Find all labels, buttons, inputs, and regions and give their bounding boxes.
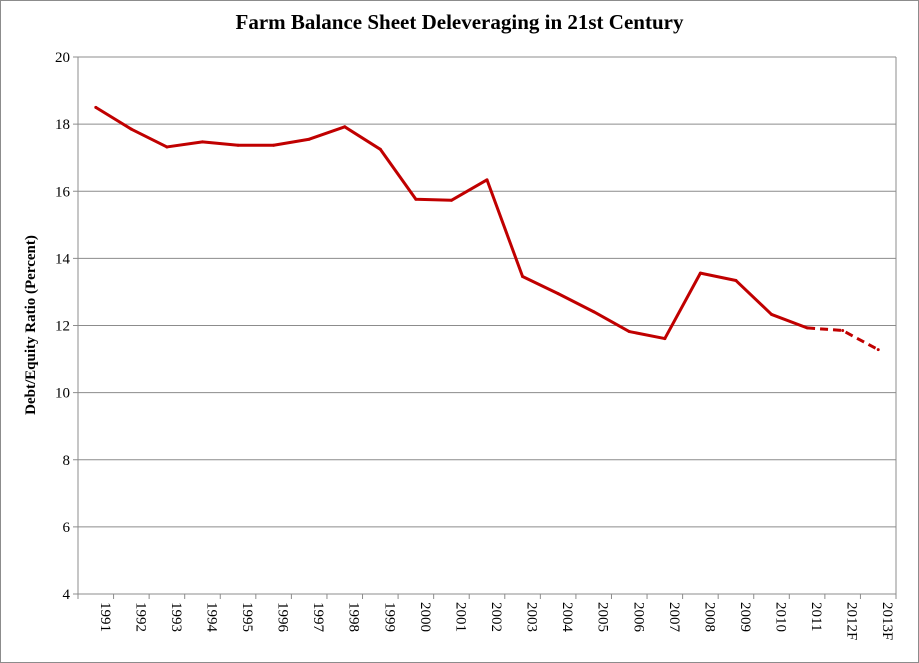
axes: [73, 56, 897, 599]
data-point: [272, 143, 276, 147]
x-tick-label: 1992: [132, 602, 148, 632]
x-tick-label: 2003: [524, 602, 540, 632]
x-tick-label: 2011: [808, 602, 824, 631]
x-tick-label: 1994: [203, 602, 219, 633]
data-point: [307, 137, 311, 141]
x-tick-label: 2009: [737, 602, 753, 632]
series-lines: [94, 105, 880, 352]
x-tick-labels: 1991 1992 1993 1994 1995 1996 1997 1998 1999 2000…: [97, 602, 895, 640]
data-point: [805, 326, 809, 330]
x-tick-label: 2012F: [844, 602, 860, 640]
data-point: [378, 147, 382, 151]
x-tick-label: 2005: [595, 602, 611, 632]
data-point: [521, 274, 525, 278]
y-tick-label: 20: [55, 50, 70, 66]
data-point: [449, 198, 453, 202]
y-tick-label: 6: [63, 520, 71, 536]
data-point: [236, 143, 240, 147]
y-tick-label: 12: [55, 319, 70, 335]
y-axis-title: Debt/Equity Ratio (Percent): [23, 235, 39, 415]
data-point: [592, 310, 596, 314]
x-tick-label: 1991: [97, 602, 113, 632]
x-tick-label: 2008: [701, 602, 717, 632]
chart-title: Farm Balance Sheet Deleveraging in 21st …: [235, 10, 684, 34]
x-tick-label: 2010: [773, 602, 789, 632]
x-tick-label: 2013F: [879, 602, 895, 640]
data-point: [485, 178, 489, 182]
data-point: [556, 292, 560, 296]
x-tick-label: 2002: [488, 602, 504, 632]
y-tick-label: 18: [55, 117, 70, 133]
data-point: [129, 127, 133, 131]
data-point: [414, 197, 418, 201]
x-tick-label: 1993: [168, 602, 184, 632]
y-tick-label: 16: [55, 184, 71, 200]
data-point: [165, 145, 169, 149]
data-point: [200, 140, 204, 144]
y-tick-label: 8: [63, 453, 71, 469]
y-tick-label: 4: [63, 587, 71, 603]
x-tick-label: 2001: [452, 602, 468, 632]
data-point: [734, 279, 738, 283]
data-point: [770, 312, 774, 316]
data-point: [698, 271, 702, 275]
x-tick-label: 2007: [666, 602, 682, 633]
x-tick-label: 1998: [346, 602, 362, 632]
data-point: [343, 125, 347, 129]
gridlines: [78, 56, 896, 528]
x-tick-label: 2000: [417, 602, 433, 632]
data-point: [94, 105, 98, 109]
x-tick-label: 2006: [630, 602, 646, 633]
x-tick-label: 1997: [310, 602, 326, 633]
y-tick-labels: 4 6 8 10 12 14 16 18 20: [55, 50, 71, 603]
y-tick-label: 10: [55, 386, 70, 402]
x-tick-label: 1995: [239, 602, 255, 632]
data-point: [663, 337, 667, 341]
x-tick-label: 2004: [559, 602, 575, 633]
data-point: [841, 329, 845, 333]
y-tick-label: 14: [55, 251, 71, 267]
x-tick-label: 1996: [275, 602, 291, 633]
data-point: [876, 348, 880, 352]
x-tick-label: 1999: [381, 602, 397, 632]
data-point: [627, 330, 631, 334]
